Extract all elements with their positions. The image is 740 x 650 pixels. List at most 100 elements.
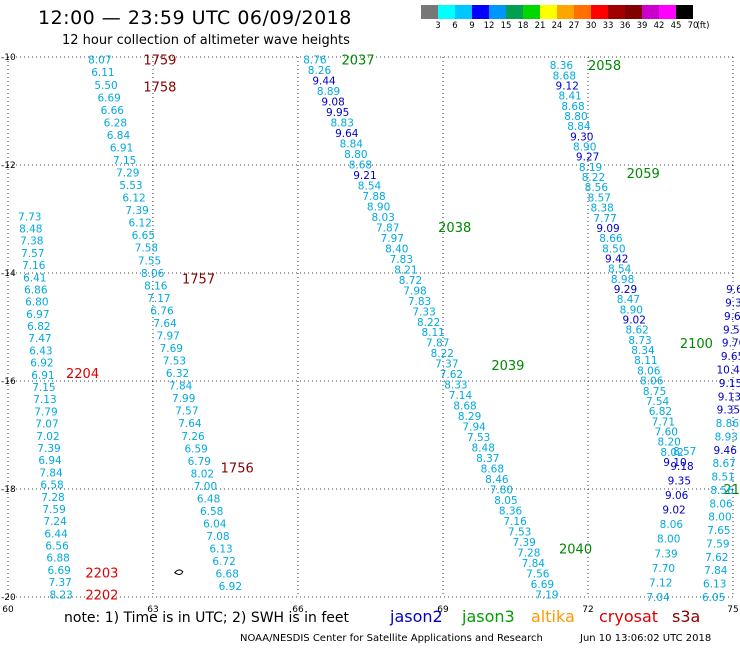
wave-height-value: 7.56 — [526, 568, 550, 580]
wave-height-value: 8.48 — [472, 443, 495, 455]
wave-height-value: 8.00 — [657, 534, 680, 546]
wave-height-value: 6.88 — [46, 553, 69, 565]
wave-height-value: 8.54 — [608, 264, 632, 276]
wave-height-value: 6.58 — [40, 480, 63, 492]
wave-height-value: 8.00 — [708, 512, 731, 524]
wave-height-value: 7.70 — [652, 563, 675, 575]
wave-height-value: 8.68 — [349, 160, 372, 172]
wave-height-value: 7.87 — [376, 222, 399, 234]
y-tick-label: -12 — [1, 161, 16, 171]
colorbar-label: 30 — [585, 21, 597, 31]
wave-height-value: 8.20 — [657, 437, 680, 449]
wave-height-value: 7.83 — [390, 254, 413, 266]
colorbar-swatch — [421, 5, 438, 19]
wave-height-value: 7.12 — [649, 577, 672, 589]
wave-height-value: 8.73 — [628, 335, 651, 347]
wave-height-value: 9.02 — [662, 505, 685, 517]
wave-height-value: 7.53 — [508, 526, 531, 538]
x-tick-label: 60 — [2, 605, 14, 615]
pass-time-label: 2038 — [438, 221, 471, 236]
wave-height-value: 8.50 — [602, 243, 625, 255]
wave-height-value: 8.72 — [399, 275, 422, 287]
chart-subtitle: 12 hour collection of altimeter wave hei… — [62, 33, 350, 48]
wave-height-value: 8.80 — [344, 149, 367, 161]
wave-height-value: 7.58 — [135, 243, 158, 255]
wave-height-value: 7.16 — [503, 516, 527, 528]
wave-height-value: 7.53 — [163, 356, 186, 368]
colorbar-label: 39 — [636, 21, 648, 31]
pass-time-label: 2101 — [723, 483, 740, 498]
wave-height-value: 7.57 — [21, 248, 44, 260]
wave-height-value: 7.29 — [116, 168, 139, 180]
wave-height-value: 8.16 — [144, 280, 168, 292]
wave-height-value: 7.69 — [160, 343, 183, 355]
wave-height-value: 7.16 — [22, 260, 46, 272]
wave-height-value: 8.05 — [494, 495, 517, 507]
colorbar-swatch — [506, 5, 523, 19]
wave-height-value: 9.62 — [726, 284, 740, 296]
wave-height-value: 7.13 — [33, 394, 56, 406]
wave-height-value: 6.04 — [203, 519, 227, 531]
wave-height-value: 8.29 — [458, 411, 481, 423]
wave-height-value: 8.37 — [476, 453, 499, 465]
colorbar-label: 70 — [687, 21, 699, 31]
wave-height-value: 8.40 — [385, 243, 408, 255]
wave-height-value: 9.10 — [663, 457, 686, 469]
wave-height-value: 7.84 — [522, 558, 546, 570]
wave-height-value: 7.64 — [153, 318, 177, 330]
wave-height-value: 7.65 — [707, 525, 730, 537]
wave-height-value: 8.36 — [550, 60, 574, 72]
wave-height-value: 8.56 — [710, 485, 734, 497]
wave-height-value: 7.47 — [28, 333, 51, 345]
colorbar-swatch — [676, 5, 693, 19]
wave-height-value: 9.54 — [723, 324, 740, 336]
wave-height-value: 8.68 — [553, 70, 576, 82]
wave-height-value: 9.15 — [719, 378, 740, 390]
wave-height-value: 8.02 — [191, 468, 214, 480]
wave-height-value: 7.71 — [652, 416, 675, 428]
wave-height-value: 6.79 — [188, 456, 211, 468]
colorbar-swatch — [540, 5, 557, 19]
colorbar-label: 24 — [551, 21, 563, 31]
wave-height-value: 8.80 — [564, 111, 587, 123]
footer-timestamp: Jun 10 13:06:02 UTC 2018 — [580, 633, 712, 644]
wave-height-value: 6.86 — [24, 284, 48, 296]
x-tick-label: 63 — [147, 605, 158, 615]
wave-height-value: 8.93 — [715, 431, 738, 443]
wave-height-value: 7.60 — [655, 426, 678, 438]
wave-height-value: 8.62 — [625, 325, 648, 337]
wave-height-value: 8.48 — [19, 223, 42, 235]
pass-time-label: 1757 — [182, 272, 215, 287]
wave-height-value: 8.07 — [88, 55, 111, 67]
wave-height-value: 9.95 — [326, 107, 349, 119]
wave-height-value: 7.02 — [36, 431, 59, 443]
wave-height-value: 8.19 — [579, 162, 602, 174]
wave-height-colorbar — [421, 5, 693, 19]
wave-height-value: 8.68 — [561, 101, 584, 113]
wave-height-value: 7.28 — [517, 547, 540, 559]
colorbar-swatch — [557, 5, 574, 19]
wave-height-value: 7.07 — [35, 419, 58, 431]
wave-height-value: 7.28 — [41, 492, 64, 504]
wave-height-value: 7.00 — [194, 481, 217, 493]
wave-height-value: 6.69 — [47, 565, 70, 577]
wave-height-value: 8.23 — [49, 589, 72, 601]
wave-height-value: 7.15 — [32, 382, 55, 394]
colorbar-label: 36 — [619, 21, 631, 31]
footer-credit: NOAA/NESDIS Center for Satellite Applica… — [240, 633, 543, 644]
x-tick-label: 75 — [727, 605, 738, 615]
x-tick-label: 66 — [292, 605, 304, 615]
y-tick-label: -14 — [1, 269, 16, 279]
wave-height-value: 6.82 — [649, 406, 672, 418]
wave-height-value: 6.68 — [216, 569, 239, 581]
wave-height-value: 6.69 — [97, 92, 120, 104]
wave-height-value: 6.84 — [107, 130, 131, 142]
colorbar-swatch — [455, 5, 472, 19]
pass-time-label: 2039 — [491, 359, 524, 374]
colorbar-swatch — [625, 5, 642, 19]
y-tick-label: -16 — [1, 377, 16, 387]
wave-height-value: 7.62 — [440, 369, 463, 381]
pass-time-label: 2202 — [85, 588, 118, 603]
colorbar-label: 3 — [435, 21, 441, 31]
